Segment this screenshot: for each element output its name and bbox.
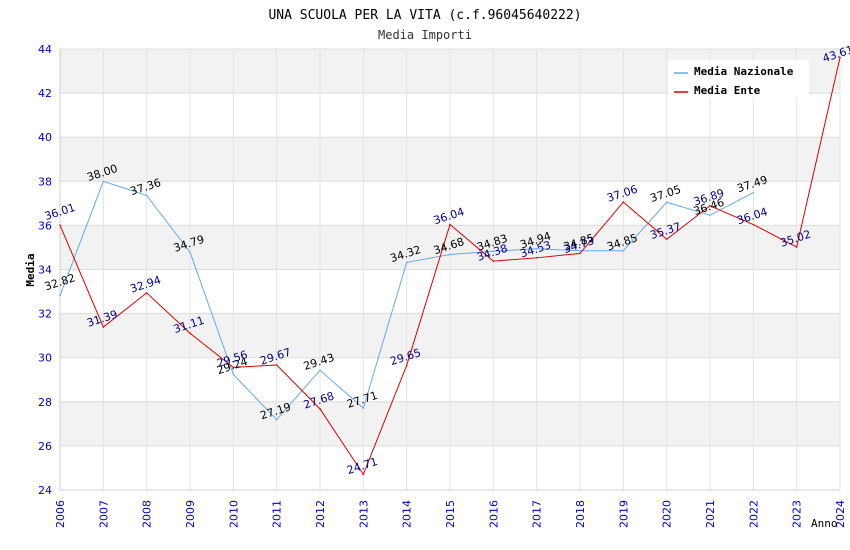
data-point-nazionale bbox=[752, 191, 755, 194]
data-point-ente bbox=[189, 332, 191, 335]
x-tick-label: 2018 bbox=[574, 500, 587, 528]
data-point-ente bbox=[319, 408, 321, 410]
data-point-ente bbox=[492, 260, 495, 262]
data-point-ente bbox=[145, 292, 148, 294]
data-point-ente bbox=[59, 224, 61, 226]
data-point-ente bbox=[839, 56, 841, 59]
data-point-nazionale bbox=[319, 369, 321, 372]
y-tick-label: 42 bbox=[38, 87, 52, 100]
y-tick-label: 44 bbox=[38, 43, 52, 56]
legend-label-ente: Media Ente bbox=[694, 84, 761, 97]
data-point-ente bbox=[232, 366, 235, 369]
data-point-nazionale bbox=[189, 251, 191, 253]
x-tick-label: 2012 bbox=[314, 500, 327, 528]
data-point-ente bbox=[449, 223, 451, 226]
y-axis-ticks: 24 26 28 30 32 34 36 38 40 42 44 bbox=[38, 43, 52, 497]
y-tick-label: 30 bbox=[38, 352, 52, 365]
data-point-nazionale bbox=[449, 253, 451, 256]
data-point-ente bbox=[405, 364, 408, 367]
data-point-ente bbox=[579, 252, 581, 255]
data-point-nazionale bbox=[59, 294, 61, 297]
data-point-ente bbox=[795, 246, 798, 248]
data-point-nazionale bbox=[102, 180, 105, 183]
series-lines bbox=[59, 56, 841, 476]
x-tick-label: 2023 bbox=[791, 500, 804, 528]
x-tick-label: 2014 bbox=[401, 500, 414, 528]
y-tick-label: 34 bbox=[38, 264, 52, 277]
y-tick-label: 28 bbox=[38, 396, 52, 409]
data-point-nazionale bbox=[492, 250, 495, 252]
x-tick-label: 2015 bbox=[444, 500, 457, 528]
data-point-nazionale bbox=[275, 418, 278, 421]
x-tick-label: 2009 bbox=[184, 500, 197, 528]
data-point-ente bbox=[709, 204, 711, 207]
x-tick-label: 2024 bbox=[834, 500, 847, 528]
x-tick-label: 2013 bbox=[357, 500, 370, 528]
data-point-nazionale bbox=[709, 214, 711, 217]
x-tick-label: 2008 bbox=[141, 500, 154, 528]
data-point-nazionale bbox=[362, 407, 365, 409]
chart-title: UNA SCUOLA PER LA VITA (c.f.96045640222) bbox=[268, 8, 581, 23]
y-tick-label: 38 bbox=[38, 175, 52, 188]
data-point-nazionale bbox=[232, 373, 235, 376]
x-tick-label: 2019 bbox=[617, 500, 630, 528]
data-point-nazionale bbox=[535, 247, 538, 250]
axes bbox=[59, 49, 840, 491]
x-tick-label: 2016 bbox=[487, 500, 500, 528]
data-point-nazionale bbox=[622, 249, 625, 252]
x-tick-label: 2017 bbox=[531, 500, 544, 528]
data-point-ente bbox=[665, 238, 668, 241]
legend-label-nazionale: Media Nazionale bbox=[694, 65, 794, 78]
data-point-ente bbox=[752, 223, 755, 226]
data-point-ente bbox=[362, 473, 365, 476]
x-tick-label: 2011 bbox=[271, 500, 284, 528]
data-point-ente bbox=[535, 257, 538, 259]
data-point-nazionale bbox=[579, 249, 581, 252]
data-point-ente bbox=[102, 326, 105, 328]
legend-box bbox=[668, 60, 809, 98]
y-tick-label: 40 bbox=[38, 131, 52, 144]
data-point-nazionale bbox=[665, 201, 668, 204]
x-tick-label: 2010 bbox=[227, 500, 240, 528]
x-tick-label: 2020 bbox=[661, 500, 674, 528]
x-tick-label: 2006 bbox=[54, 500, 67, 528]
y-tick-label: 36 bbox=[38, 219, 52, 232]
x-tick-label: 2021 bbox=[704, 500, 717, 528]
y-tick-label: 26 bbox=[38, 440, 52, 453]
x-axis-ticks: 2006 2007 2008 2009 2010 2011 2012 2013 2014 2015… bbox=[54, 500, 847, 528]
data-point-nazionale bbox=[405, 261, 408, 264]
data-point-ente bbox=[275, 364, 278, 366]
x-tick-label: 2007 bbox=[97, 500, 110, 528]
y-axis-label: Media bbox=[24, 253, 37, 286]
y-tick-label: 24 bbox=[38, 484, 52, 497]
x-axis-label: Anno bbox=[811, 517, 838, 530]
chart-subtitle: Media Importi bbox=[378, 28, 472, 42]
y-tick-label: 32 bbox=[38, 308, 52, 321]
x-tick-label: 2022 bbox=[747, 500, 760, 528]
legend: Media Nazionale Media Ente bbox=[668, 60, 809, 98]
data-point-nazionale bbox=[145, 194, 148, 197]
data-point-ente bbox=[622, 201, 625, 203]
